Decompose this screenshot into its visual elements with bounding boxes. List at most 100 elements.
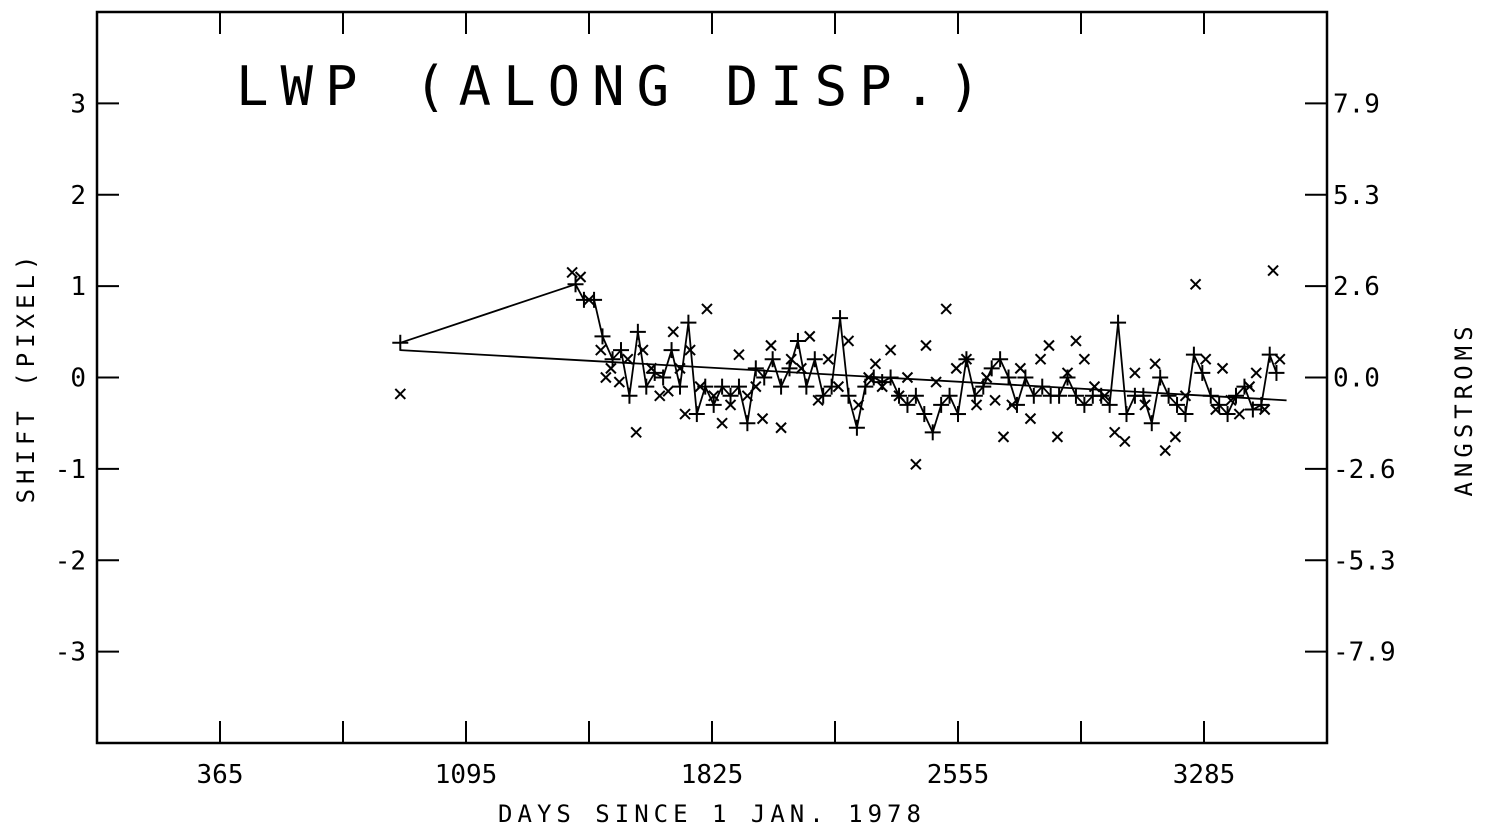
plus-marker <box>1034 378 1051 395</box>
plus-marker <box>1143 415 1160 432</box>
x-tick-label: 3285 <box>1173 760 1236 790</box>
cross-marker <box>1274 353 1286 365</box>
cross-marker <box>1189 278 1202 291</box>
cross-marker <box>613 376 626 388</box>
cross-marker <box>1258 403 1271 416</box>
chart-title: LWP (ALONG DISP.) <box>236 55 993 118</box>
y2-tick-label: -2.6 <box>1333 455 1396 485</box>
plus-marker <box>789 332 806 349</box>
y-tick-label: -2 <box>55 546 86 576</box>
plus-marker <box>604 351 621 368</box>
cross-marker <box>707 390 720 402</box>
plus-marker <box>1110 314 1127 331</box>
y2-tick-label: -5.3 <box>1333 546 1396 576</box>
cross-marker <box>950 362 963 375</box>
plus-marker <box>1067 387 1084 404</box>
cross-marker <box>1225 394 1237 407</box>
plus-marker <box>739 415 756 432</box>
plus-marker <box>594 328 611 345</box>
cross-marker <box>1210 403 1222 416</box>
plus-marker <box>613 342 630 359</box>
cross-marker <box>869 358 882 370</box>
cross-marker <box>574 271 587 283</box>
plus-marker <box>840 387 857 404</box>
cross-marker <box>812 394 824 407</box>
cross-marker <box>940 303 952 315</box>
plus-marker <box>392 334 409 351</box>
cross-marker <box>637 344 649 356</box>
plus-marker <box>756 369 773 386</box>
x-tick-label: 2555 <box>927 760 990 790</box>
cross-marker <box>804 330 816 343</box>
cross-marker <box>1233 408 1246 420</box>
plot-frame <box>95 10 1329 745</box>
cross-marker <box>750 380 762 393</box>
plus-marker <box>966 387 983 404</box>
plus-marker <box>680 314 697 331</box>
plus-marker <box>1051 387 1068 404</box>
cross-marker <box>394 388 406 400</box>
cross-marker <box>842 335 855 347</box>
plus-marker <box>781 360 798 377</box>
cross-marker <box>701 303 713 315</box>
cross-marker <box>910 458 922 471</box>
cross-marker <box>1169 431 1182 443</box>
x-tick-label: 1095 <box>435 760 498 790</box>
cross-marker <box>1108 426 1121 439</box>
x-axis-label: DAYS SINCE 1 JAN. 1978 <box>498 800 926 828</box>
cross-marker <box>595 344 607 356</box>
plus-marker <box>1194 364 1211 381</box>
cross-marker <box>1034 353 1047 365</box>
plus-marker <box>941 387 958 404</box>
trend-line <box>400 349 1287 402</box>
cross-marker <box>630 426 642 439</box>
cross-marker <box>1088 380 1101 393</box>
cross-marker <box>785 353 797 365</box>
cross-marker <box>1216 362 1229 375</box>
y-tick-label: 3 <box>70 89 86 119</box>
cross-marker <box>980 371 993 384</box>
cross-marker <box>1043 339 1055 352</box>
cross-marker <box>679 408 691 420</box>
cross-marker <box>1250 367 1262 379</box>
y2-tick-label: 0.0 <box>1333 364 1380 394</box>
plus-marker <box>1177 406 1194 423</box>
plus-marker <box>1152 369 1169 386</box>
cross-marker <box>741 390 754 402</box>
cross-marker <box>795 362 808 375</box>
cross-marker <box>1129 367 1141 379</box>
plus-marker <box>992 351 1009 368</box>
plus-marker <box>1093 387 1110 404</box>
cross-marker <box>1139 399 1151 411</box>
plus-marker <box>832 310 849 327</box>
plus-marker <box>1076 396 1093 413</box>
plus-marker <box>705 396 722 413</box>
plus-marker <box>1025 387 1042 404</box>
plus-marker <box>688 406 705 423</box>
cross-marker <box>667 326 679 338</box>
cross-marker <box>674 362 686 375</box>
cross-marker <box>600 371 612 384</box>
cross-marker <box>1179 390 1192 402</box>
cross-marker <box>1149 358 1161 370</box>
cross-marker <box>765 339 777 352</box>
plus-marker <box>899 396 916 413</box>
y-tick-label: 0 <box>70 364 86 394</box>
cross-marker <box>960 353 973 365</box>
cross-marker <box>566 266 578 279</box>
y-tick-label: -1 <box>55 455 86 485</box>
cross-marker <box>583 294 595 306</box>
plus-marker <box>663 342 680 359</box>
cross-marker <box>1061 367 1074 379</box>
cross-marker <box>970 399 983 411</box>
plus-marker <box>567 276 584 293</box>
plus-marker <box>806 351 823 368</box>
axis-ticks: 365 1095 1825 2555 3285 -3 -2 -1 0 1 2 3 7.9 5.3 2.6 0.… <box>55 12 1396 790</box>
cross-marker <box>756 412 769 425</box>
y2-tick-label: 5.3 <box>1333 181 1380 211</box>
cross-marker <box>884 344 897 356</box>
cross-marker <box>989 394 1001 407</box>
y-tick-label: -3 <box>55 638 86 668</box>
plus-marker <box>730 378 747 395</box>
